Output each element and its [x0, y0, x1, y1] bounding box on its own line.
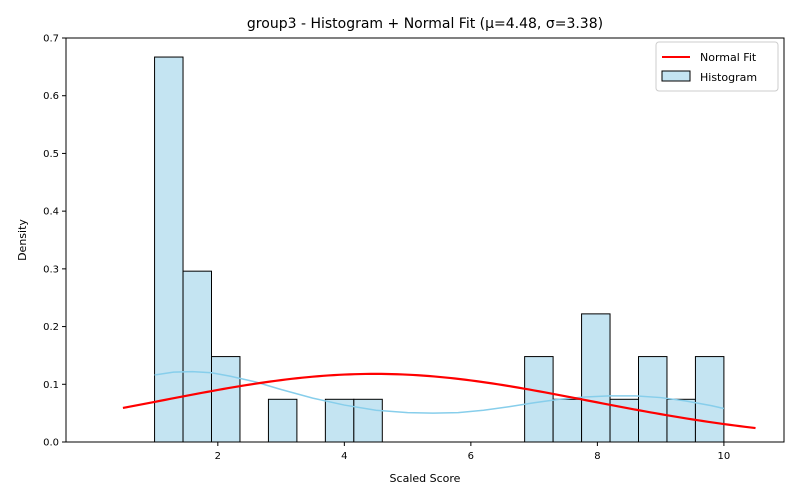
x-tick-label: 2	[215, 451, 221, 462]
y-tick-label: 0.2	[43, 322, 59, 333]
y-tick-label: 0.1	[43, 380, 59, 391]
x-tick-label: 8	[594, 451, 600, 462]
histogram-bar-12	[694, 356, 725, 443]
y-tick-label: 0.0	[43, 438, 59, 449]
histogram-bar-3	[267, 398, 298, 443]
histogram-bar-8	[581, 313, 611, 443]
y-tick-label: 0.7	[43, 34, 59, 45]
y-tick-label: 0.4	[43, 207, 59, 218]
histogram-bar-6	[524, 356, 554, 443]
kde-curve	[154, 370, 725, 414]
histogram-bar-1	[182, 270, 212, 443]
histogram-bar-11	[666, 398, 696, 443]
histogram-bar-7	[552, 398, 583, 443]
x-tick-label: 4	[341, 451, 347, 462]
legend-histogram-label: Histogram	[700, 71, 757, 84]
histogram-bar-5	[353, 398, 383, 443]
x-tick-label: 10	[718, 451, 731, 462]
histogram-bar-2	[210, 356, 241, 443]
plot-area: 2 4 6 8 10 0.0 0.1 0.2 0.3 0.4 0.5 0.6 0.7	[43, 34, 785, 462]
legend-histogram-swatch	[661, 70, 691, 82]
y-tick-label: 0.6	[43, 91, 59, 102]
y-tick-label: 0.5	[43, 149, 59, 160]
legend: Normal Fit Histogram	[655, 41, 779, 92]
x-tick-label: 6	[468, 451, 474, 462]
histogram-bar-0	[154, 56, 184, 443]
y-axis-label: Density	[16, 219, 29, 261]
x-axis-label: Scaled Score	[390, 472, 461, 485]
histogram-bar-10	[638, 356, 668, 443]
y-tick-label: 0.3	[43, 264, 59, 275]
chart-title: group3 - Histogram + Normal Fit (μ=4.48,…	[247, 16, 603, 32]
axes-frame	[65, 37, 785, 443]
normal-fit-line	[122, 372, 756, 430]
legend-normal-fit-label: Normal Fit	[700, 51, 757, 64]
